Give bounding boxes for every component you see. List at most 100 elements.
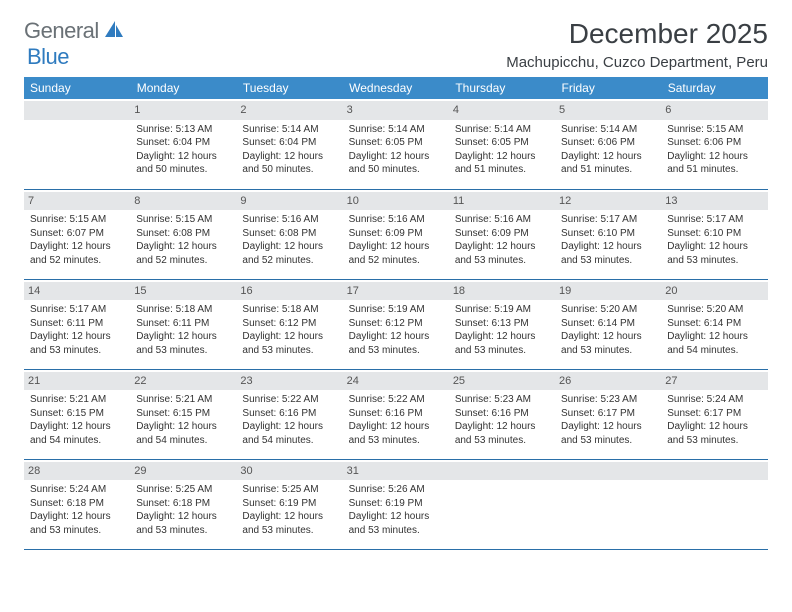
daylight-text: Daylight: 12 hours and 51 minutes. <box>561 150 655 177</box>
calendar-cell <box>661 459 767 549</box>
logo: General <box>24 18 127 44</box>
sunset-text: Sunset: 6:19 PM <box>349 497 443 511</box>
day-header: Friday <box>555 77 661 99</box>
logo-word2: Blue <box>27 44 69 69</box>
sunrise-text: Sunrise: 5:21 AM <box>30 393 124 407</box>
calendar-cell: 27Sunrise: 5:24 AMSunset: 6:17 PMDayligh… <box>661 369 767 459</box>
calendar-cell: 13Sunrise: 5:17 AMSunset: 6:10 PMDayligh… <box>661 189 767 279</box>
day-number: 10 <box>343 192 449 211</box>
daylight-text: Daylight: 12 hours and 53 minutes. <box>30 330 124 357</box>
sunrise-text: Sunrise: 5:16 AM <box>455 213 549 227</box>
day-number: 4 <box>449 101 555 120</box>
day-number: 27 <box>661 372 767 391</box>
daylight-text: Daylight: 12 hours and 53 minutes. <box>349 330 443 357</box>
calendar-cell: 23Sunrise: 5:22 AMSunset: 6:16 PMDayligh… <box>236 369 342 459</box>
sunrise-text: Sunrise: 5:25 AM <box>242 483 336 497</box>
calendar-cell: 7Sunrise: 5:15 AMSunset: 6:07 PMDaylight… <box>24 189 130 279</box>
daylight-text: Daylight: 12 hours and 50 minutes. <box>242 150 336 177</box>
sunrise-text: Sunrise: 5:25 AM <box>136 483 230 497</box>
day-header: Tuesday <box>236 77 342 99</box>
daylight-text: Daylight: 12 hours and 54 minutes. <box>667 330 761 357</box>
day-number: 8 <box>130 192 236 211</box>
daylight-text: Daylight: 12 hours and 53 minutes. <box>667 420 761 447</box>
sunrise-text: Sunrise: 5:23 AM <box>455 393 549 407</box>
day-header: Saturday <box>661 77 767 99</box>
day-number-empty <box>24 101 130 120</box>
sunrise-text: Sunrise: 5:14 AM <box>242 123 336 137</box>
daylight-text: Daylight: 12 hours and 52 minutes. <box>349 240 443 267</box>
calendar-cell: 26Sunrise: 5:23 AMSunset: 6:17 PMDayligh… <box>555 369 661 459</box>
sunrise-text: Sunrise: 5:24 AM <box>667 393 761 407</box>
logo-sail-icon <box>103 19 125 44</box>
day-header-row: SundayMondayTuesdayWednesdayThursdayFrid… <box>24 77 768 99</box>
calendar-week-row: 7Sunrise: 5:15 AMSunset: 6:07 PMDaylight… <box>24 189 768 279</box>
day-number: 26 <box>555 372 661 391</box>
sunset-text: Sunset: 6:14 PM <box>667 317 761 331</box>
calendar-cell <box>449 459 555 549</box>
calendar-cell: 21Sunrise: 5:21 AMSunset: 6:15 PMDayligh… <box>24 369 130 459</box>
daylight-text: Daylight: 12 hours and 52 minutes. <box>242 240 336 267</box>
sunrise-text: Sunrise: 5:15 AM <box>667 123 761 137</box>
calendar-cell: 18Sunrise: 5:19 AMSunset: 6:13 PMDayligh… <box>449 279 555 369</box>
calendar-cell: 31Sunrise: 5:26 AMSunset: 6:19 PMDayligh… <box>343 459 449 549</box>
calendar-cell: 14Sunrise: 5:17 AMSunset: 6:11 PMDayligh… <box>24 279 130 369</box>
page-header: General December 2025 Machupicchu, Cuzco… <box>24 18 768 71</box>
sunrise-text: Sunrise: 5:14 AM <box>349 123 443 137</box>
sunrise-text: Sunrise: 5:20 AM <box>561 303 655 317</box>
sunset-text: Sunset: 6:12 PM <box>242 317 336 331</box>
sunset-text: Sunset: 6:16 PM <box>455 407 549 421</box>
daylight-text: Daylight: 12 hours and 51 minutes. <box>455 150 549 177</box>
daylight-text: Daylight: 12 hours and 53 minutes. <box>349 420 443 447</box>
calendar-week-row: 14Sunrise: 5:17 AMSunset: 6:11 PMDayligh… <box>24 279 768 369</box>
title-block: December 2025 Machupicchu, Cuzco Departm… <box>506 18 768 71</box>
daylight-text: Daylight: 12 hours and 53 minutes. <box>30 510 124 537</box>
daylight-text: Daylight: 12 hours and 53 minutes. <box>561 330 655 357</box>
day-number: 22 <box>130 372 236 391</box>
day-number: 29 <box>130 462 236 481</box>
calendar-table: SundayMondayTuesdayWednesdayThursdayFrid… <box>24 77 768 550</box>
day-number: 9 <box>236 192 342 211</box>
day-number: 30 <box>236 462 342 481</box>
daylight-text: Daylight: 12 hours and 54 minutes. <box>30 420 124 447</box>
day-number: 7 <box>24 192 130 211</box>
sunset-text: Sunset: 6:05 PM <box>349 136 443 150</box>
calendar-cell <box>24 99 130 189</box>
daylight-text: Daylight: 12 hours and 51 minutes. <box>667 150 761 177</box>
calendar-cell: 11Sunrise: 5:16 AMSunset: 6:09 PMDayligh… <box>449 189 555 279</box>
daylight-text: Daylight: 12 hours and 53 minutes. <box>561 420 655 447</box>
day-number: 15 <box>130 282 236 301</box>
logo-word1: General <box>24 18 99 44</box>
daylight-text: Daylight: 12 hours and 53 minutes. <box>667 240 761 267</box>
sunset-text: Sunset: 6:07 PM <box>30 227 124 241</box>
sunset-text: Sunset: 6:14 PM <box>561 317 655 331</box>
sunset-text: Sunset: 6:06 PM <box>667 136 761 150</box>
calendar-cell: 12Sunrise: 5:17 AMSunset: 6:10 PMDayligh… <box>555 189 661 279</box>
day-number: 18 <box>449 282 555 301</box>
calendar-cell: 2Sunrise: 5:14 AMSunset: 6:04 PMDaylight… <box>236 99 342 189</box>
calendar-cell: 30Sunrise: 5:25 AMSunset: 6:19 PMDayligh… <box>236 459 342 549</box>
sunset-text: Sunset: 6:06 PM <box>561 136 655 150</box>
day-header: Monday <box>130 77 236 99</box>
sunrise-text: Sunrise: 5:20 AM <box>667 303 761 317</box>
sunset-text: Sunset: 6:08 PM <box>242 227 336 241</box>
calendar-cell <box>555 459 661 549</box>
location-label: Machupicchu, Cuzco Department, Peru <box>506 54 768 71</box>
sunrise-text: Sunrise: 5:22 AM <box>242 393 336 407</box>
sunrise-text: Sunrise: 5:22 AM <box>349 393 443 407</box>
sunset-text: Sunset: 6:18 PM <box>136 497 230 511</box>
calendar-cell: 8Sunrise: 5:15 AMSunset: 6:08 PMDaylight… <box>130 189 236 279</box>
day-number: 1 <box>130 101 236 120</box>
calendar-cell: 16Sunrise: 5:18 AMSunset: 6:12 PMDayligh… <box>236 279 342 369</box>
sunset-text: Sunset: 6:15 PM <box>136 407 230 421</box>
day-number: 20 <box>661 282 767 301</box>
day-header: Sunday <box>24 77 130 99</box>
sunset-text: Sunset: 6:18 PM <box>30 497 124 511</box>
day-number: 2 <box>236 101 342 120</box>
calendar-week-row: 28Sunrise: 5:24 AMSunset: 6:18 PMDayligh… <box>24 459 768 549</box>
daylight-text: Daylight: 12 hours and 53 minutes. <box>455 330 549 357</box>
day-number: 13 <box>661 192 767 211</box>
daylight-text: Daylight: 12 hours and 53 minutes. <box>561 240 655 267</box>
daylight-text: Daylight: 12 hours and 53 minutes. <box>242 330 336 357</box>
calendar-cell: 6Sunrise: 5:15 AMSunset: 6:06 PMDaylight… <box>661 99 767 189</box>
day-number: 24 <box>343 372 449 391</box>
